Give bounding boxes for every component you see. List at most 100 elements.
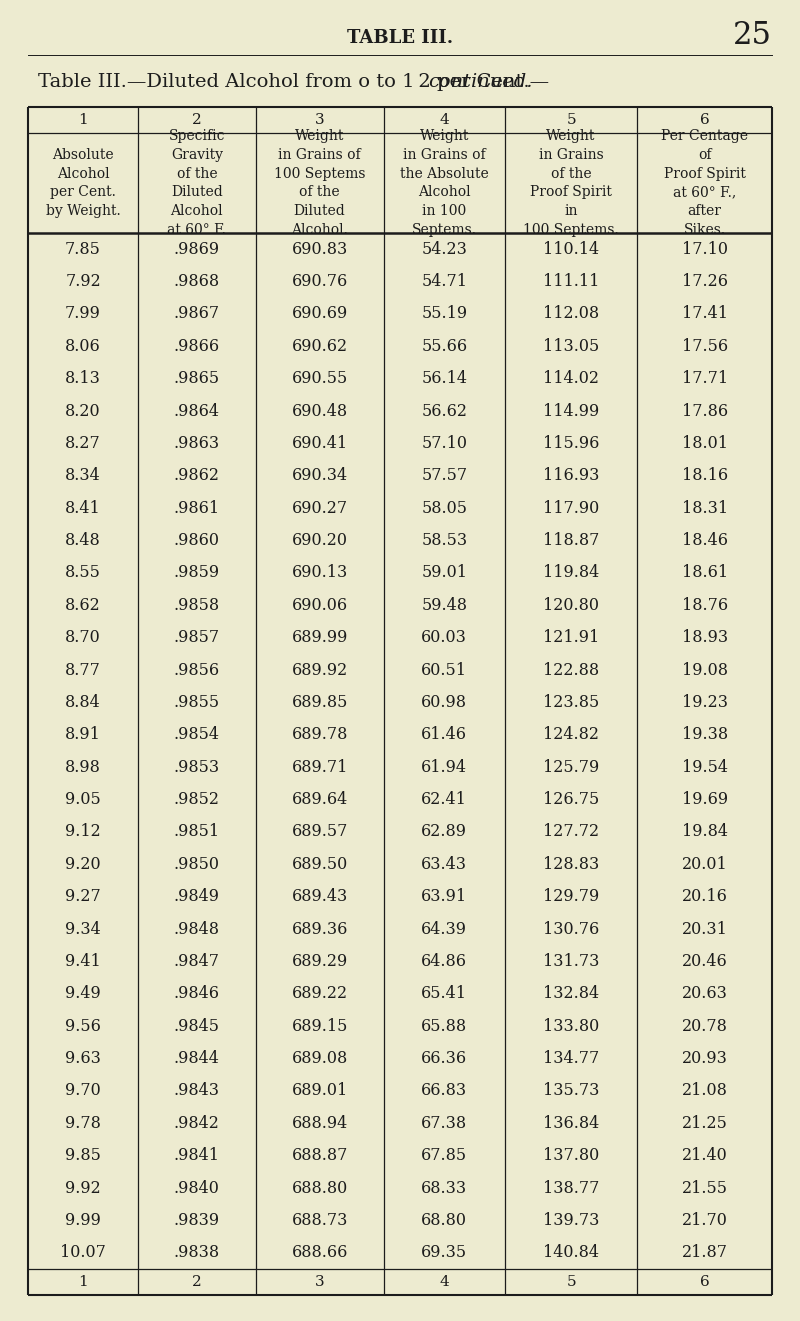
Text: 689.85: 689.85	[291, 694, 348, 711]
Text: .9847: .9847	[174, 952, 220, 970]
Text: 5: 5	[566, 114, 576, 127]
Text: 66.36: 66.36	[422, 1050, 467, 1067]
Text: 21.08: 21.08	[682, 1082, 728, 1099]
Text: 20.93: 20.93	[682, 1050, 728, 1067]
Text: 8.34: 8.34	[65, 468, 101, 485]
Text: 8.13: 8.13	[65, 370, 101, 387]
Text: 688.87: 688.87	[291, 1147, 348, 1164]
Text: 17.41: 17.41	[682, 305, 728, 322]
Text: .9846: .9846	[174, 985, 220, 1003]
Text: .9861: .9861	[174, 499, 220, 517]
Text: 3: 3	[315, 1275, 325, 1289]
Text: 8.77: 8.77	[65, 662, 101, 679]
Text: .9843: .9843	[174, 1082, 220, 1099]
Text: 19.23: 19.23	[682, 694, 728, 711]
Text: .9869: .9869	[174, 240, 220, 258]
Text: 688.66: 688.66	[291, 1244, 348, 1262]
Text: 6: 6	[700, 1275, 710, 1289]
Text: 7.99: 7.99	[65, 305, 101, 322]
Text: 54.71: 54.71	[422, 273, 467, 291]
Text: 20.16: 20.16	[682, 888, 728, 905]
Text: 8.48: 8.48	[65, 532, 101, 550]
Text: .9855: .9855	[174, 694, 220, 711]
Text: 690.34: 690.34	[291, 468, 348, 485]
Text: 57.10: 57.10	[422, 435, 467, 452]
Text: .9848: .9848	[174, 921, 220, 938]
Text: 110.14: 110.14	[543, 240, 599, 258]
Text: TABLE III.: TABLE III.	[347, 29, 453, 48]
Text: .9838: .9838	[174, 1244, 220, 1262]
Text: 689.92: 689.92	[291, 662, 348, 679]
Text: 689.01: 689.01	[291, 1082, 348, 1099]
Text: 690.06: 690.06	[291, 597, 348, 614]
Text: .9844: .9844	[174, 1050, 220, 1067]
Text: 18.61: 18.61	[682, 564, 728, 581]
Text: 61.94: 61.94	[422, 758, 467, 775]
Text: 689.64: 689.64	[291, 791, 348, 808]
Text: 8.41: 8.41	[65, 499, 101, 517]
Text: 9.70: 9.70	[65, 1082, 101, 1099]
Text: 8.55: 8.55	[65, 564, 101, 581]
Text: 119.84: 119.84	[543, 564, 599, 581]
Text: 4: 4	[439, 1275, 449, 1289]
Text: 21.55: 21.55	[682, 1180, 728, 1197]
Text: 111.11: 111.11	[543, 273, 599, 291]
Text: Table III.—Diluted Alcohol from o to 1 2 per Cent.—: Table III.—Diluted Alcohol from o to 1 2…	[38, 73, 549, 91]
Text: 21.70: 21.70	[682, 1211, 728, 1229]
Text: 60.98: 60.98	[422, 694, 467, 711]
Text: 9.05: 9.05	[65, 791, 101, 808]
Text: 21.25: 21.25	[682, 1115, 728, 1132]
Text: .9851: .9851	[174, 823, 220, 840]
Text: .9866: .9866	[174, 338, 220, 355]
Text: 689.29: 689.29	[291, 952, 348, 970]
Text: .9856: .9856	[174, 662, 220, 679]
Text: 18.16: 18.16	[682, 468, 728, 485]
Text: .9863: .9863	[174, 435, 220, 452]
Text: 54.23: 54.23	[422, 240, 467, 258]
Text: 8.98: 8.98	[65, 758, 101, 775]
Text: 9.85: 9.85	[65, 1147, 101, 1164]
Text: Specific
Gravity
of the
Diluted
Alcohol
at 60° F.: Specific Gravity of the Diluted Alcohol …	[167, 128, 226, 238]
Text: 9.99: 9.99	[65, 1211, 101, 1229]
Text: .9867: .9867	[174, 305, 220, 322]
Text: 10.07: 10.07	[60, 1244, 106, 1262]
Text: 18.46: 18.46	[682, 532, 728, 550]
Text: .9852: .9852	[174, 791, 220, 808]
Text: 689.50: 689.50	[291, 856, 348, 873]
Text: 9.20: 9.20	[66, 856, 101, 873]
Text: 9.56: 9.56	[65, 1017, 101, 1034]
Text: 58.53: 58.53	[422, 532, 467, 550]
Text: 690.13: 690.13	[291, 564, 348, 581]
Text: 21.40: 21.40	[682, 1147, 727, 1164]
Text: 9.78: 9.78	[65, 1115, 101, 1132]
Text: 18.76: 18.76	[682, 597, 728, 614]
Text: 114.99: 114.99	[543, 403, 599, 420]
Text: .9864: .9864	[174, 403, 220, 420]
Text: 135.73: 135.73	[543, 1082, 599, 1099]
Text: 126.75: 126.75	[543, 791, 599, 808]
Text: Per Centage
of
Proof Spirit
at 60° F.,
after
Sikes.: Per Centage of Proof Spirit at 60° F., a…	[661, 128, 748, 238]
Text: 129.79: 129.79	[543, 888, 599, 905]
Text: 61.46: 61.46	[422, 727, 467, 744]
Text: 63.43: 63.43	[422, 856, 467, 873]
Text: 18.31: 18.31	[682, 499, 728, 517]
Text: 8.20: 8.20	[66, 403, 101, 420]
Text: 62.89: 62.89	[422, 823, 467, 840]
Text: 128.83: 128.83	[543, 856, 599, 873]
Text: .9859: .9859	[174, 564, 220, 581]
Text: 138.77: 138.77	[543, 1180, 599, 1197]
Text: 5: 5	[566, 1275, 576, 1289]
Text: .9862: .9862	[174, 468, 220, 485]
Text: 688.94: 688.94	[291, 1115, 348, 1132]
Text: .9850: .9850	[174, 856, 220, 873]
Text: 139.73: 139.73	[543, 1211, 599, 1229]
Text: 690.20: 690.20	[292, 532, 348, 550]
Text: 9.12: 9.12	[65, 823, 101, 840]
Text: 19.69: 19.69	[682, 791, 728, 808]
Text: 8.27: 8.27	[65, 435, 101, 452]
Text: 2: 2	[192, 1275, 202, 1289]
Text: 19.08: 19.08	[682, 662, 728, 679]
Text: 60.03: 60.03	[422, 629, 467, 646]
Text: 132.84: 132.84	[543, 985, 599, 1003]
Text: 690.27: 690.27	[291, 499, 348, 517]
